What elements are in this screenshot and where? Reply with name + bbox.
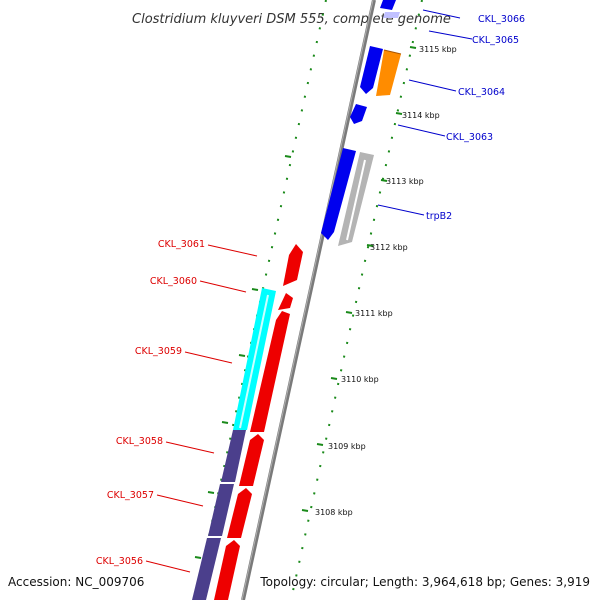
tick-mark (330, 377, 338, 380)
tick-mark (345, 311, 353, 314)
forward-leader-lines (377, 9, 473, 216)
tick-mark (409, 46, 417, 49)
tick-label-3112: 3112 kbp (370, 243, 408, 252)
reverse-genes (192, 244, 303, 600)
gene-ckl-3063[interactable] (350, 104, 367, 124)
gene-ckl-3061[interactable] (283, 244, 303, 286)
tick-label-3111: 3111 kbp (355, 309, 393, 318)
gene-ckl-3056-red[interactable] (214, 540, 240, 600)
tick-marks (301, 46, 417, 512)
tick-mark (301, 509, 309, 512)
tick-mark (395, 112, 403, 115)
gene-ckl-3064-orange[interactable] (376, 50, 401, 96)
tick-mark (316, 443, 324, 446)
backbone (241, 0, 376, 600)
gene-ckl-3059[interactable] (250, 311, 290, 432)
gene-ckl-3066[interactable] (380, 0, 396, 10)
gene-ckl-3064-blue[interactable] (360, 46, 383, 94)
outer-dotted-ring (290, 0, 423, 600)
label-ckl-3057[interactable]: CKL_3057 (107, 490, 154, 501)
gene-ckl-3060-red[interactable] (278, 293, 293, 310)
label-ckl-3066[interactable]: CKL_3066 (478, 14, 525, 25)
accession-text: Accession: NC_009706 (8, 575, 144, 589)
label-ckl-3056[interactable]: CKL_3056 (96, 556, 143, 567)
gene-ckl-3057-red[interactable] (227, 488, 252, 538)
tick-mark (380, 179, 388, 182)
tick-label-3110: 3110 kbp (341, 375, 379, 384)
label-ckl-3064[interactable]: CKL_3064 (458, 87, 505, 98)
tick-label-3113: 3113 kbp (386, 177, 424, 186)
label-ckl-3061[interactable]: CKL_3061 (158, 239, 205, 250)
tick-label-3108: 3108 kbp (315, 508, 353, 517)
tick-label-3114: 3114 kbp (402, 111, 440, 120)
label-ckl-3060[interactable]: CKL_3060 (150, 276, 197, 287)
gene-trpb2-blue[interactable] (321, 148, 356, 240)
summary-text: Topology: circular; Length: 3,964,618 bp… (259, 575, 590, 589)
tick-label-3115: 3115 kbp (419, 45, 457, 54)
tick-mark (366, 244, 374, 247)
forward-genes (321, 0, 402, 246)
label-ckl-3058[interactable]: CKL_3058 (116, 436, 163, 447)
gene-ckl-3058-purple[interactable] (221, 430, 246, 482)
reverse-leader-lines (145, 244, 258, 573)
gene-ckl-3065[interactable] (383, 12, 400, 18)
label-ckl-3063[interactable]: CKL_3063 (446, 132, 493, 143)
label-ckl-3065[interactable]: CKL_3065 (472, 35, 519, 46)
inner-tick-marks (194, 155, 292, 559)
tick-label-3109: 3109 kbp (328, 442, 366, 451)
gene-ckl-3056-purple[interactable] (192, 538, 221, 600)
label-ckl-3059[interactable]: CKL_3059 (135, 346, 182, 357)
gene-ckl-3057-purple[interactable] (208, 484, 234, 536)
gene-ckl-3058-red[interactable] (239, 434, 264, 486)
map-title: Clostridium kluyveri DSM 555, complete g… (132, 12, 451, 27)
label-trpb2[interactable]: trpB2 (426, 211, 452, 222)
